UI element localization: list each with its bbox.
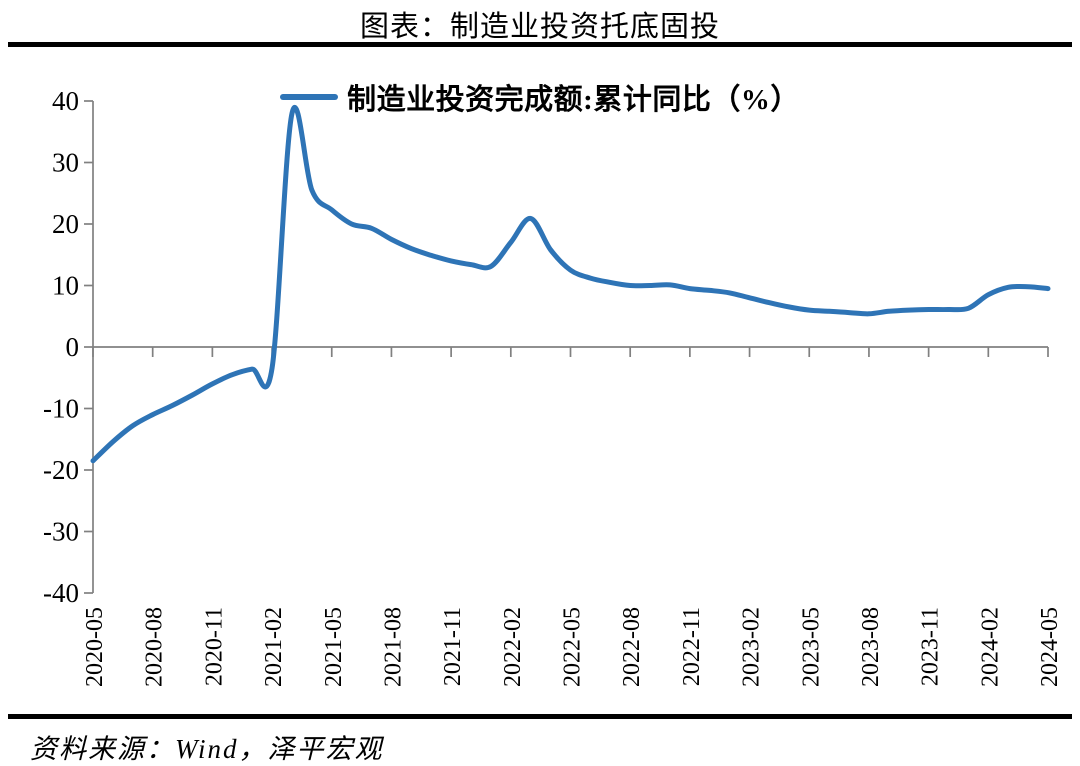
x-tick-label: 2023-08 [858,607,884,687]
x-tick-label: 2021-02 [261,607,287,687]
legend-label: 制造业投资完成额:累计同比（%） [347,84,800,116]
series-line [90,105,1051,464]
y-tick-label: -30 [43,517,79,547]
x-tick-label: 2021-11 [440,607,466,686]
y-tick-label: -40 [43,578,79,608]
source-note: 资料来源：Wind，泽平宏观 [30,734,384,764]
x-tick-label: 2022-11 [679,607,705,686]
x-tick-label: 2020-05 [82,607,108,687]
x-tick-label: 2022-08 [619,607,645,687]
y-tick-label: 10 [52,271,79,301]
y-tick-label: -20 [43,455,79,485]
y-tick-label: -10 [43,394,79,424]
x-tick-label: 2021-05 [321,607,347,687]
x-tick-label: 2022-02 [500,607,526,687]
x-tick-label: 2020-08 [142,607,168,687]
legend-line-icon [280,94,339,100]
x-tick-label: 2024-02 [977,607,1003,687]
y-tick-label: 20 [52,209,79,239]
x-tick-label: 2021-08 [380,607,406,687]
bottom-divider [8,714,1072,719]
x-tick-label: 2023-11 [918,607,944,686]
x-tick-label: 2024-05 [1037,607,1063,687]
legend: 制造业投资完成额:累计同比（%） [0,80,1080,116]
chart-title: 图表：制造业投资托底固投 [359,11,720,43]
x-tick-label: 2023-02 [739,607,765,687]
x-tick-label: 2020-11 [201,607,227,686]
y-tick-label: 0 [66,332,80,362]
top-divider [8,42,1072,47]
x-tick-label: 2022-05 [560,607,586,687]
x-tick-label: 2023-05 [798,607,824,687]
y-tick-label: 30 [52,148,79,178]
y-tick-label: 40 [52,86,79,116]
